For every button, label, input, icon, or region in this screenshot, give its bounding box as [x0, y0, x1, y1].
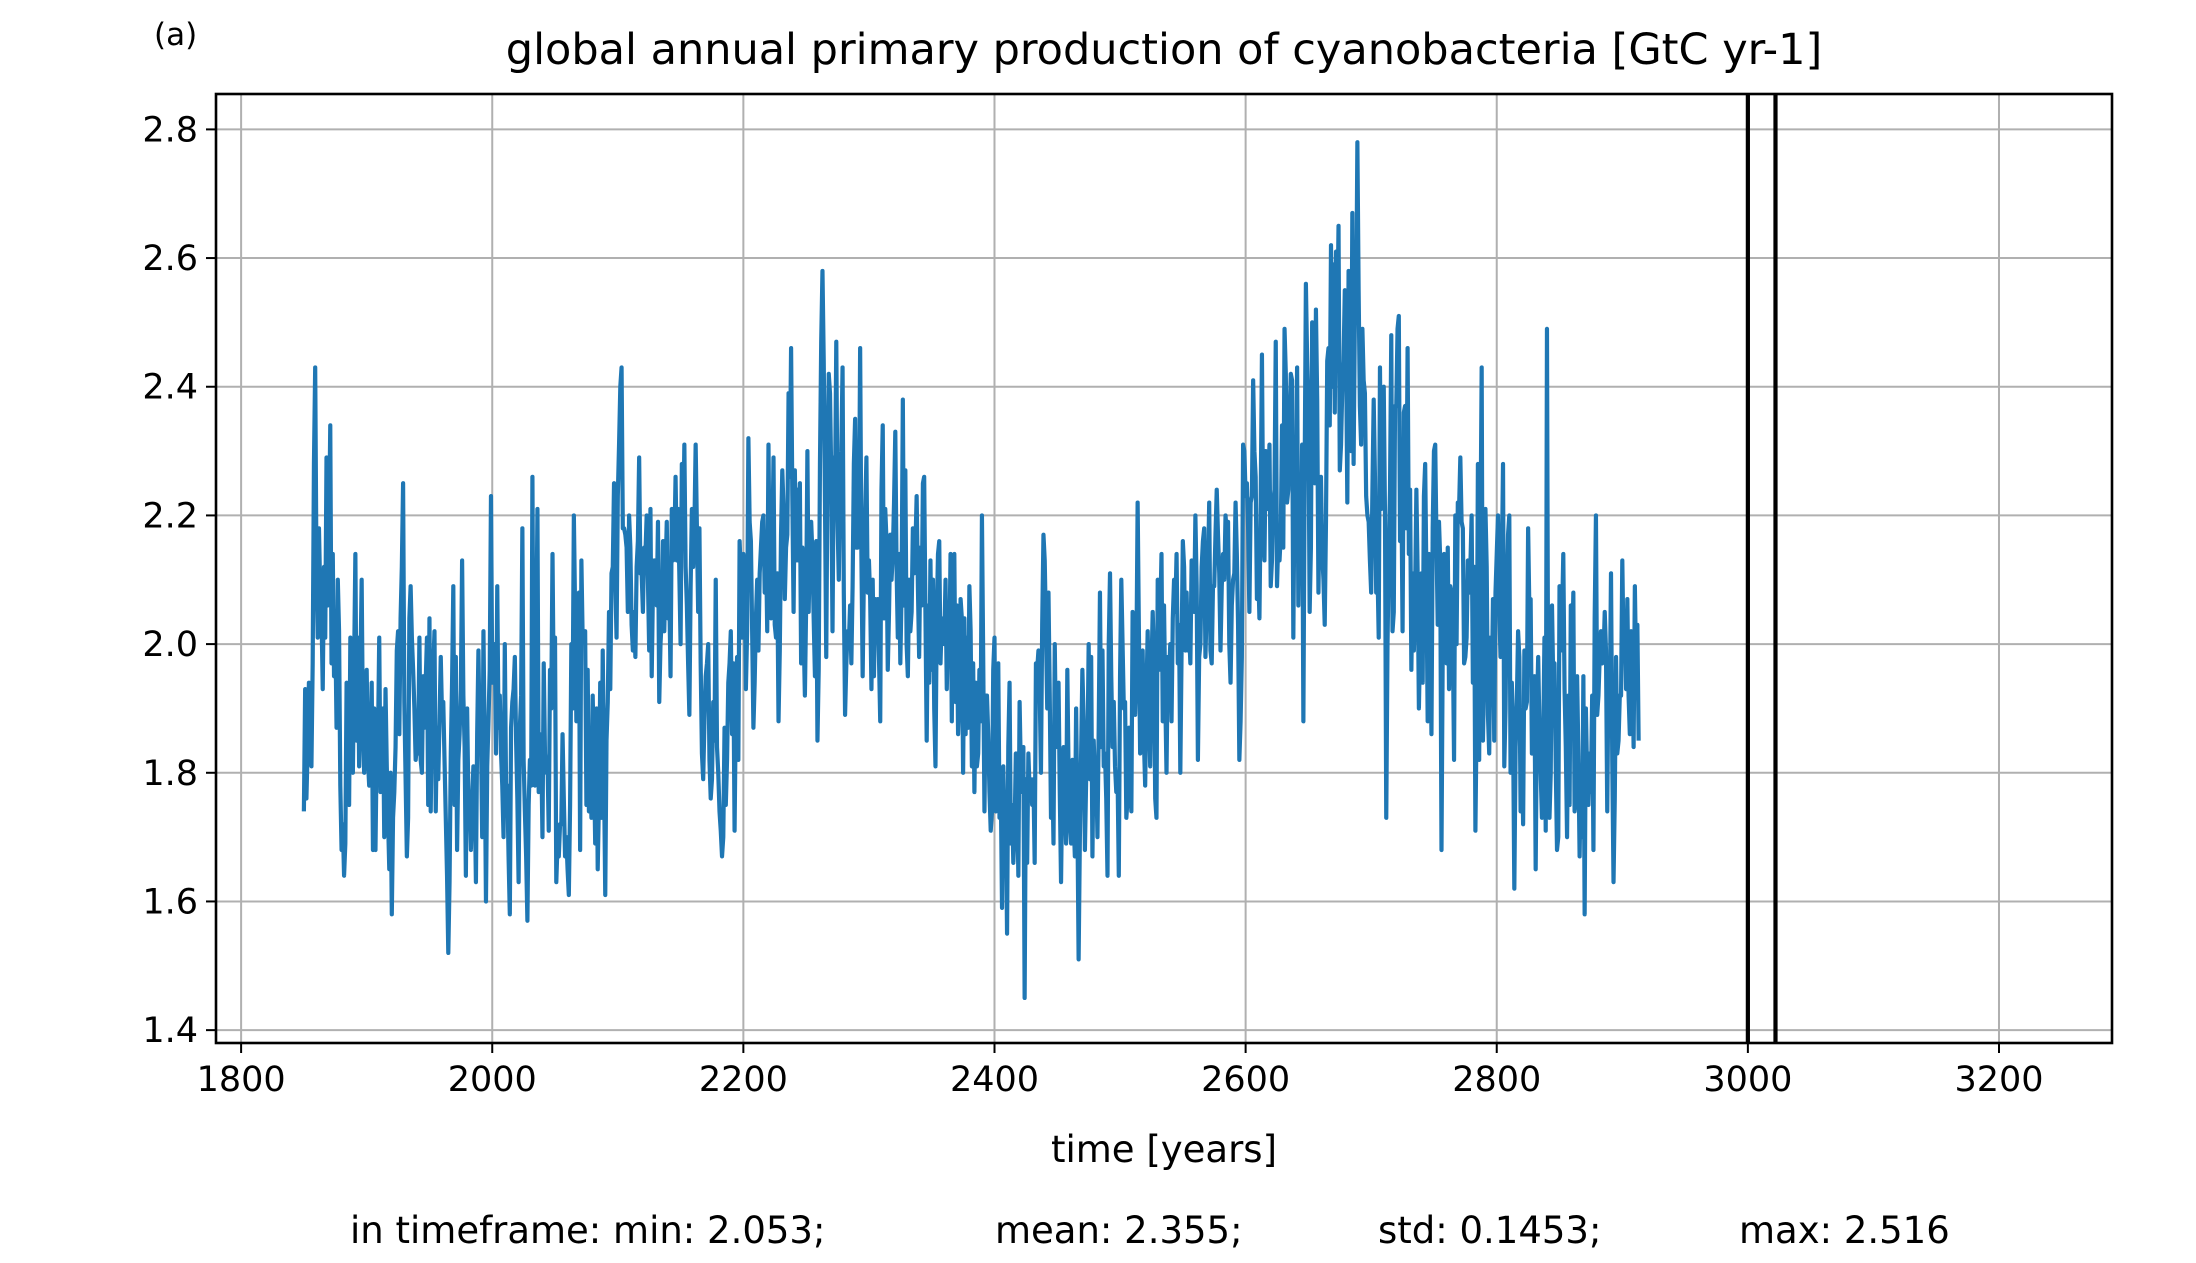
stat-std: std: 0.1453; — [1378, 1209, 1601, 1252]
x-tick-label: 1800 — [197, 1060, 286, 1100]
stat-min: in timeframe: min: 2.053; — [350, 1209, 825, 1252]
y-tick-label: 2.0 — [142, 625, 198, 665]
plot-area-frame — [214, 92, 2114, 1045]
grid — [216, 94, 2112, 1043]
stat-mean: mean: 2.355; — [995, 1209, 1243, 1252]
x-axis-label: time [years] — [1051, 1128, 1277, 1171]
y-tick-label: 1.6 — [142, 882, 198, 922]
x-tick-label: 2200 — [699, 1060, 788, 1100]
series-layer — [301, 140, 1641, 1001]
x-tick-label: 3000 — [1703, 1060, 1792, 1100]
x-tick-label: 2800 — [1452, 1060, 1541, 1100]
y-tick-label: 2.4 — [142, 368, 198, 408]
y-axis-ticks: 1.4 1.6 1.8 2.0 2.2 2.4 2.6 2.8 — [142, 110, 216, 1051]
y-tick-label: 2.2 — [142, 496, 198, 536]
y-tick-label: 1.4 — [142, 1011, 198, 1051]
x-tick-label: 3200 — [1954, 1060, 2043, 1100]
y-tick-label: 2.8 — [142, 110, 198, 150]
x-tick-label: 2600 — [1201, 1060, 1290, 1100]
x-axis-ticks: 1800 2000 2200 2400 2600 2800 3000 3200 — [197, 1043, 2044, 1100]
vertical-markers — [1745, 94, 1778, 1043]
chart-title: global annual primary production of cyan… — [506, 25, 1822, 75]
x-tick-label: 2400 — [950, 1060, 1039, 1100]
x-tick-label: 2000 — [448, 1060, 537, 1100]
panel-label: (a) — [154, 17, 197, 53]
y-tick-label: 1.8 — [142, 754, 198, 794]
series-line — [301, 140, 1641, 1001]
y-tick-label: 2.6 — [142, 239, 198, 279]
stat-max: max: 2.516 — [1739, 1209, 1950, 1252]
